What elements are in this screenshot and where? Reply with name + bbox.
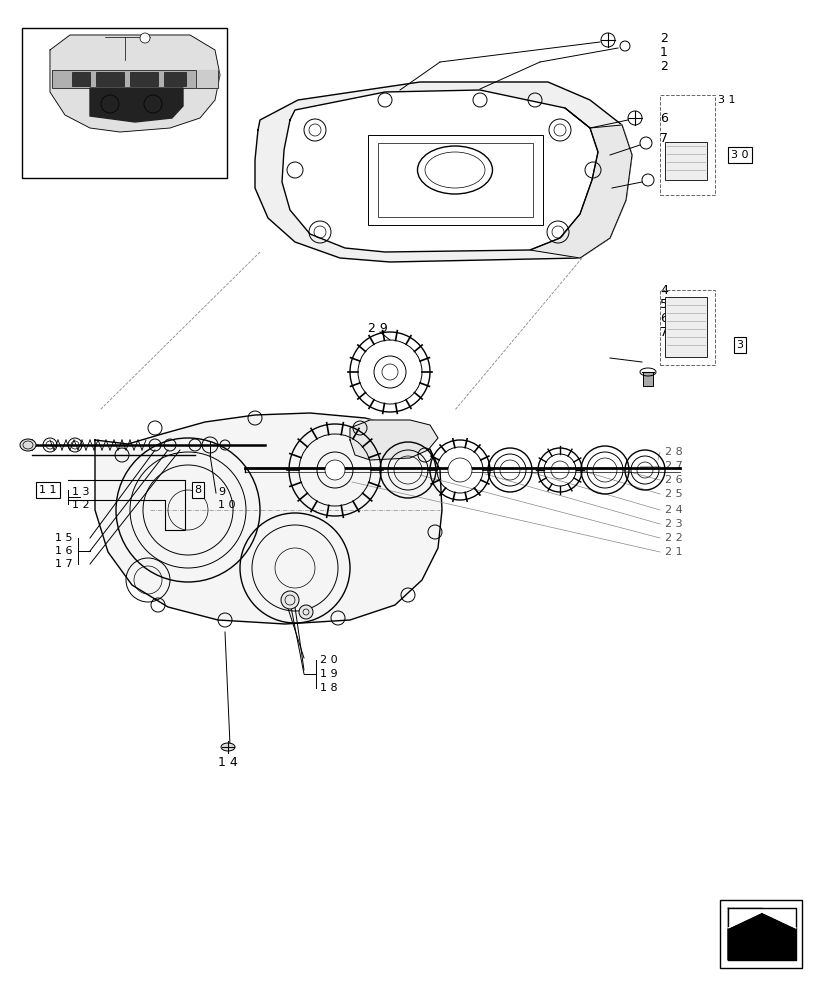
Text: 5: 5 (659, 298, 667, 310)
Text: 3: 3 (735, 340, 743, 350)
Circle shape (299, 605, 313, 619)
Polygon shape (727, 908, 795, 960)
Text: 1 2: 1 2 (72, 500, 89, 510)
Text: 6: 6 (659, 312, 667, 324)
Text: 2 2: 2 2 (664, 533, 682, 543)
Bar (164, 72, 186, 86)
Text: 3 1: 3 1 (717, 95, 734, 105)
Text: 8: 8 (194, 485, 201, 495)
Bar (719, 900, 801, 968)
Text: 1 6: 1 6 (55, 546, 73, 556)
Polygon shape (255, 82, 631, 262)
Text: 3 0: 3 0 (730, 150, 748, 160)
Text: 1 5: 1 5 (55, 533, 73, 543)
Bar (52, 70, 197, 88)
Text: 2 6: 2 6 (664, 475, 681, 485)
Text: 2 9: 2 9 (367, 322, 387, 334)
Bar (659, 95, 715, 195)
Circle shape (447, 458, 471, 482)
Bar (378, 143, 533, 217)
Text: 2 7: 2 7 (664, 461, 682, 471)
Polygon shape (282, 90, 597, 252)
Ellipse shape (221, 743, 235, 751)
Text: 9: 9 (218, 487, 225, 497)
Bar (22, 28, 227, 178)
Text: 1 7: 1 7 (55, 559, 73, 569)
Bar (664, 142, 706, 180)
Polygon shape (90, 88, 183, 122)
Text: 7: 7 (659, 132, 667, 145)
Text: 1 1: 1 1 (39, 485, 57, 495)
Polygon shape (95, 413, 442, 624)
Text: 1: 1 (659, 46, 667, 59)
Bar (643, 372, 653, 386)
Ellipse shape (20, 439, 36, 451)
Text: 2 1: 2 1 (664, 547, 681, 557)
Bar (72, 72, 90, 86)
Bar (130, 72, 158, 86)
Bar (659, 290, 715, 365)
Text: 2 0: 2 0 (319, 655, 337, 665)
Text: 2: 2 (659, 60, 667, 73)
Polygon shape (50, 35, 220, 132)
Bar (96, 72, 124, 86)
Polygon shape (529, 108, 631, 258)
Text: 2 4: 2 4 (664, 505, 682, 515)
Text: 1 0: 1 0 (218, 500, 235, 510)
Polygon shape (196, 70, 218, 88)
Polygon shape (350, 420, 437, 460)
Text: 1 4: 1 4 (218, 756, 237, 768)
Text: 1 9: 1 9 (319, 669, 337, 679)
Text: 2: 2 (659, 32, 667, 45)
Bar (367, 135, 543, 225)
Polygon shape (727, 908, 795, 928)
Circle shape (381, 364, 398, 380)
Text: 1 8: 1 8 (319, 683, 337, 693)
Circle shape (280, 591, 299, 609)
Text: 1 3: 1 3 (72, 487, 89, 497)
Bar (664, 297, 706, 357)
Text: 2 5: 2 5 (664, 489, 681, 499)
Text: 6: 6 (659, 112, 667, 125)
Text: 4: 4 (659, 284, 667, 296)
Text: 2 3: 2 3 (664, 519, 681, 529)
Text: 7: 7 (659, 326, 667, 338)
Circle shape (140, 33, 150, 43)
Circle shape (325, 460, 345, 480)
Text: 2 8: 2 8 (664, 447, 682, 457)
